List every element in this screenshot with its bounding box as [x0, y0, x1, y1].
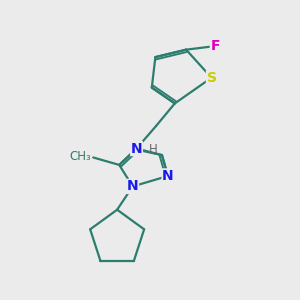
Text: CH₃: CH₃ — [69, 150, 91, 163]
Text: H: H — [148, 143, 157, 156]
Text: N: N — [162, 169, 174, 183]
Text: F: F — [210, 39, 220, 53]
Text: S: S — [206, 71, 217, 85]
Text: N: N — [127, 179, 139, 194]
Text: N: N — [131, 142, 142, 155]
